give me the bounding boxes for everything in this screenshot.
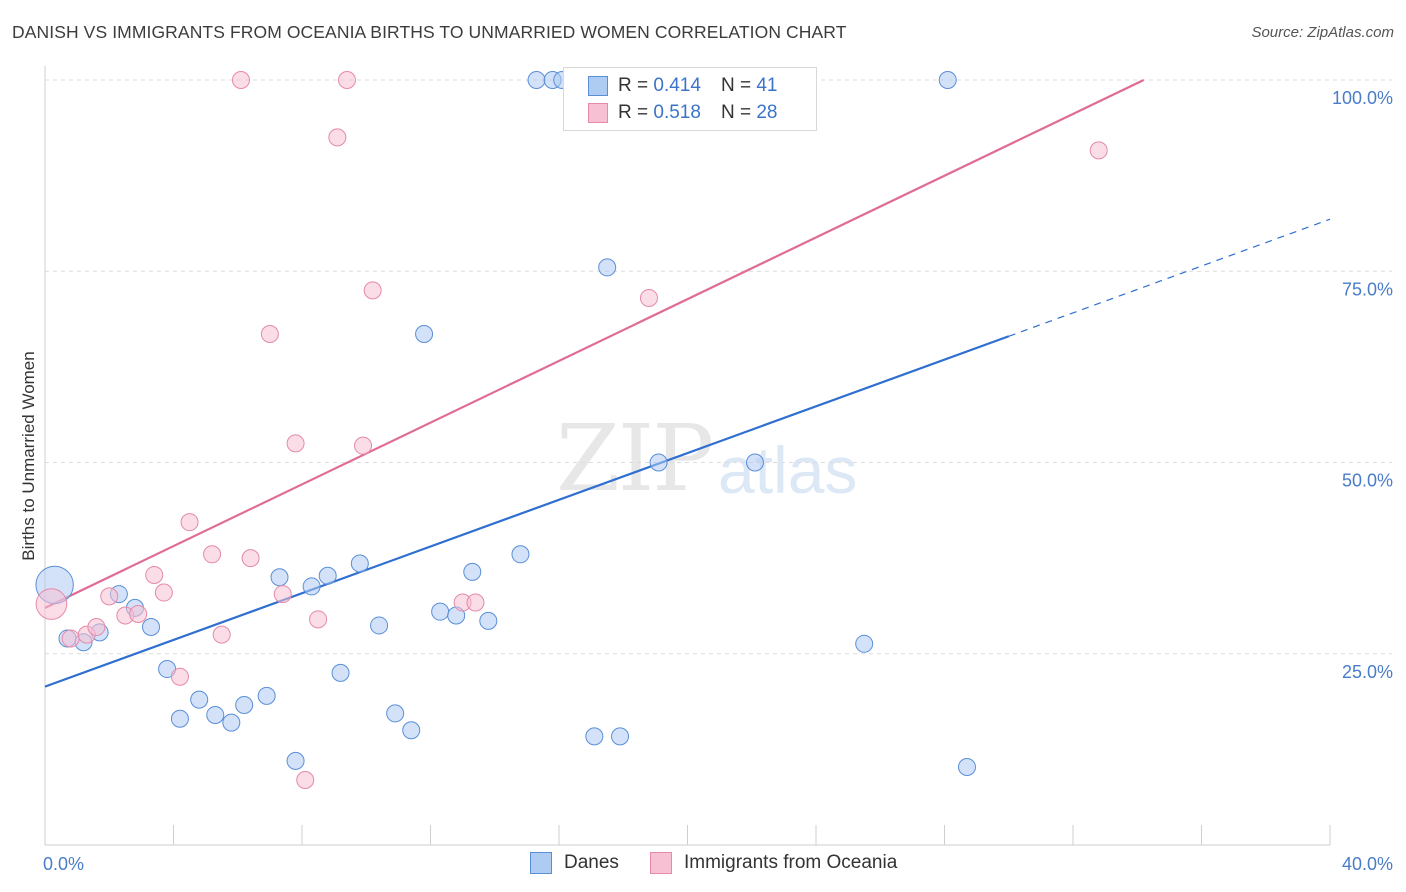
point-oceania [260,324,279,343]
point-danes [745,453,764,472]
point-oceania [1089,141,1108,160]
point-oceania [100,587,119,606]
point-oceania [241,549,260,568]
y-tick-label: 50.0% [1342,471,1393,491]
legend-row-oceania: R = 0.518 N = 28 [588,100,777,126]
point-oceania [61,629,80,648]
legend-n-label: N = [720,102,752,123]
point-oceania [231,71,250,89]
legend-n-label: N = [720,75,752,96]
data-points [35,71,1108,789]
point-danes [190,690,209,709]
point-danes [270,568,289,587]
series-legend: Danes Immigrants from Oceania [0,852,1406,878]
point-oceania [296,770,315,789]
point-oceania [145,565,164,584]
point-oceania [170,667,189,686]
point-danes [938,71,957,89]
point-oceania [129,604,148,623]
point-danes [855,634,874,653]
point-danes [222,713,241,732]
point-oceania [286,434,305,453]
y-tick-label: 75.0% [1342,279,1393,299]
series-swatch-oceania [650,852,672,874]
point-danes [527,71,546,89]
legend-n-value: 28 [756,102,778,123]
point-danes [302,577,321,596]
watermark-atlas: atlas [718,433,858,507]
point-oceania [87,617,106,636]
point-danes [585,727,604,746]
y-tick-label: 100.0% [1332,88,1393,108]
legend: R = 0.414 N = 41 R = 0.518 N = 28 [563,67,817,131]
point-danes [479,611,498,630]
point-danes [431,602,450,621]
point-danes [386,704,405,723]
point-oceania [363,281,382,300]
watermark-zip: ZIP [556,405,714,512]
point-oceania [203,545,222,564]
point-danes [206,705,225,724]
legend-swatch-oceania [588,103,608,123]
x-tick-label: 40.0% [1342,854,1393,874]
legend-r-label: R = [618,102,649,123]
axis-labels: 25.0% 50.0% 75.0% 100.0% 0.0% 40.0% Births to … [19,88,1393,874]
y-axis-label: Births to Unmarried Women [19,351,38,560]
point-danes [331,663,350,682]
point-danes [415,324,434,343]
point-oceania [309,610,328,629]
point-oceania [466,593,485,612]
point-oceania [212,625,231,644]
trend-line-oceania [44,79,1145,609]
point-danes [170,709,189,728]
series-swatch-danes [530,852,552,874]
axes [44,66,1331,846]
point-danes [370,616,389,635]
point-danes [318,566,337,585]
point-oceania [273,585,292,604]
point-oceania [639,289,658,308]
point-danes [598,258,617,277]
series-label-danes: Danes [564,852,619,873]
point-oceania [35,588,68,620]
point-danes [463,562,482,581]
legend-r-value: 0.414 [653,75,701,96]
point-danes [350,554,369,573]
point-danes [235,696,254,715]
grid-lines [45,79,1392,655]
series-label-oceania: Immigrants from Oceania [684,852,898,873]
legend-row-danes: R = 0.414 N = 41 [588,73,777,99]
legend-r-label: R = [618,75,649,96]
trend-line-danes-extension [1008,218,1331,337]
point-danes [257,686,276,705]
point-oceania [354,436,373,455]
point-danes [511,545,530,564]
trend-line-danes [44,335,1010,688]
point-danes [649,453,668,472]
point-danes [957,757,976,776]
point-danes [286,751,305,770]
point-oceania [328,128,347,147]
point-oceania [154,583,173,602]
x-tick-label: 0.0% [43,854,84,874]
legend-r-value: 0.518 [653,102,701,123]
legend-swatch-danes [588,76,608,96]
chart-source: Source: ZipAtlas.com [1251,24,1394,41]
point-oceania [337,71,356,89]
point-danes [611,727,630,746]
legend-n-value: 41 [756,75,778,96]
trend-lines [44,79,1331,688]
chart-title: DANISH VS IMMIGRANTS FROM OCEANIA BIRTHS… [12,22,847,42]
series-legend-oceania: Immigrants from Oceania [650,852,897,874]
point-danes [402,721,421,740]
y-tick-label: 25.0% [1342,662,1393,682]
point-danes [142,617,161,636]
point-oceania [180,513,199,532]
series-legend-danes: Danes [530,852,619,874]
